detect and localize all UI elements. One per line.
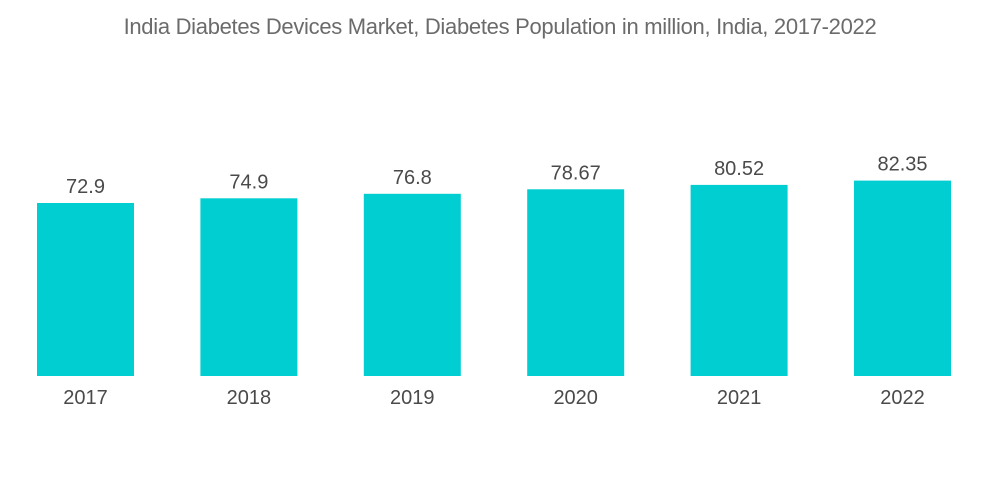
bar-2020	[527, 189, 625, 376]
value-labels-group: 72.9 74.9 76.8 78.67 80.52 82.35	[66, 154, 928, 198]
x-tick-label-2022: 2022	[880, 387, 925, 409]
x-axis-tick-labels: 2017 2018 2019 2020 2021 2022	[63, 387, 925, 409]
x-tick-label-2019: 2019	[390, 387, 435, 409]
x-tick-label-2020: 2020	[553, 387, 598, 409]
x-tick-label-2021: 2021	[717, 387, 762, 409]
bar-2018	[200, 198, 298, 376]
value-label-2020: 78.67	[551, 162, 601, 184]
x-tick-label-2017: 2017	[63, 387, 108, 409]
bar-2022	[854, 180, 951, 376]
value-label-2021: 80.52	[714, 158, 764, 180]
bar-2019	[363, 193, 461, 376]
bar-2017	[37, 203, 134, 376]
value-label-2017: 72.9	[66, 176, 105, 198]
value-label-2022: 82.35	[877, 154, 927, 176]
value-label-2018: 74.9	[229, 171, 268, 193]
value-label-2019: 76.8	[393, 167, 432, 189]
chart-title: India Diabetes Devices Market, Diabetes …	[123, 14, 877, 39]
x-tick-label-2018: 2018	[227, 387, 272, 409]
bars-group	[37, 180, 951, 376]
bar-2021	[690, 184, 788, 376]
